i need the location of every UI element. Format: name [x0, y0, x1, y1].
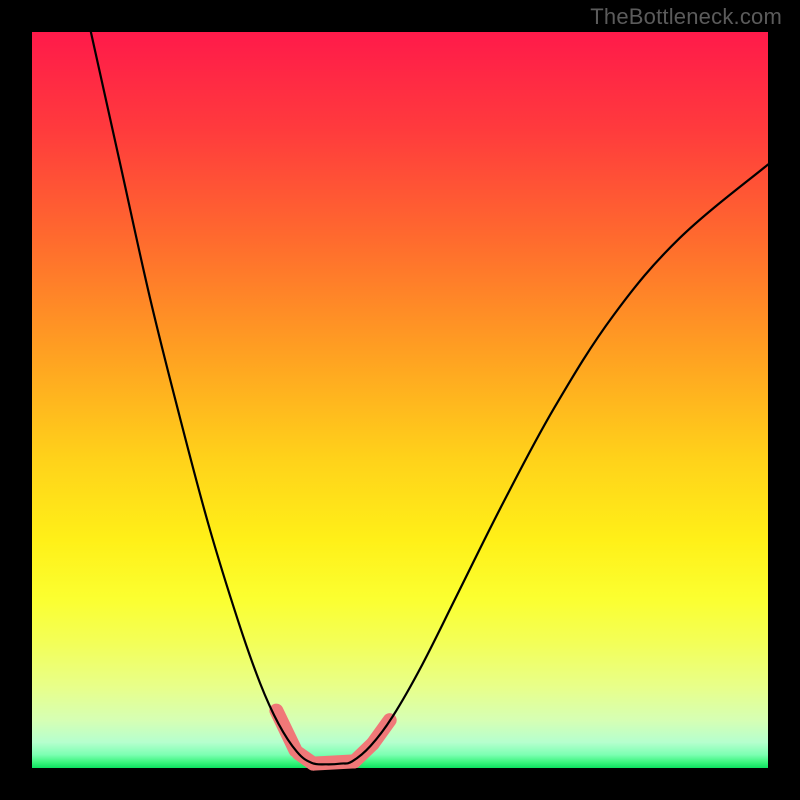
marker-segment — [276, 711, 295, 751]
marker-layer — [276, 711, 389, 764]
chart-canvas: TheBottleneck.com — [0, 0, 800, 800]
chart-overlay — [0, 0, 800, 800]
curve-layer — [91, 32, 768, 764]
bottleneck-curve — [91, 32, 768, 764]
